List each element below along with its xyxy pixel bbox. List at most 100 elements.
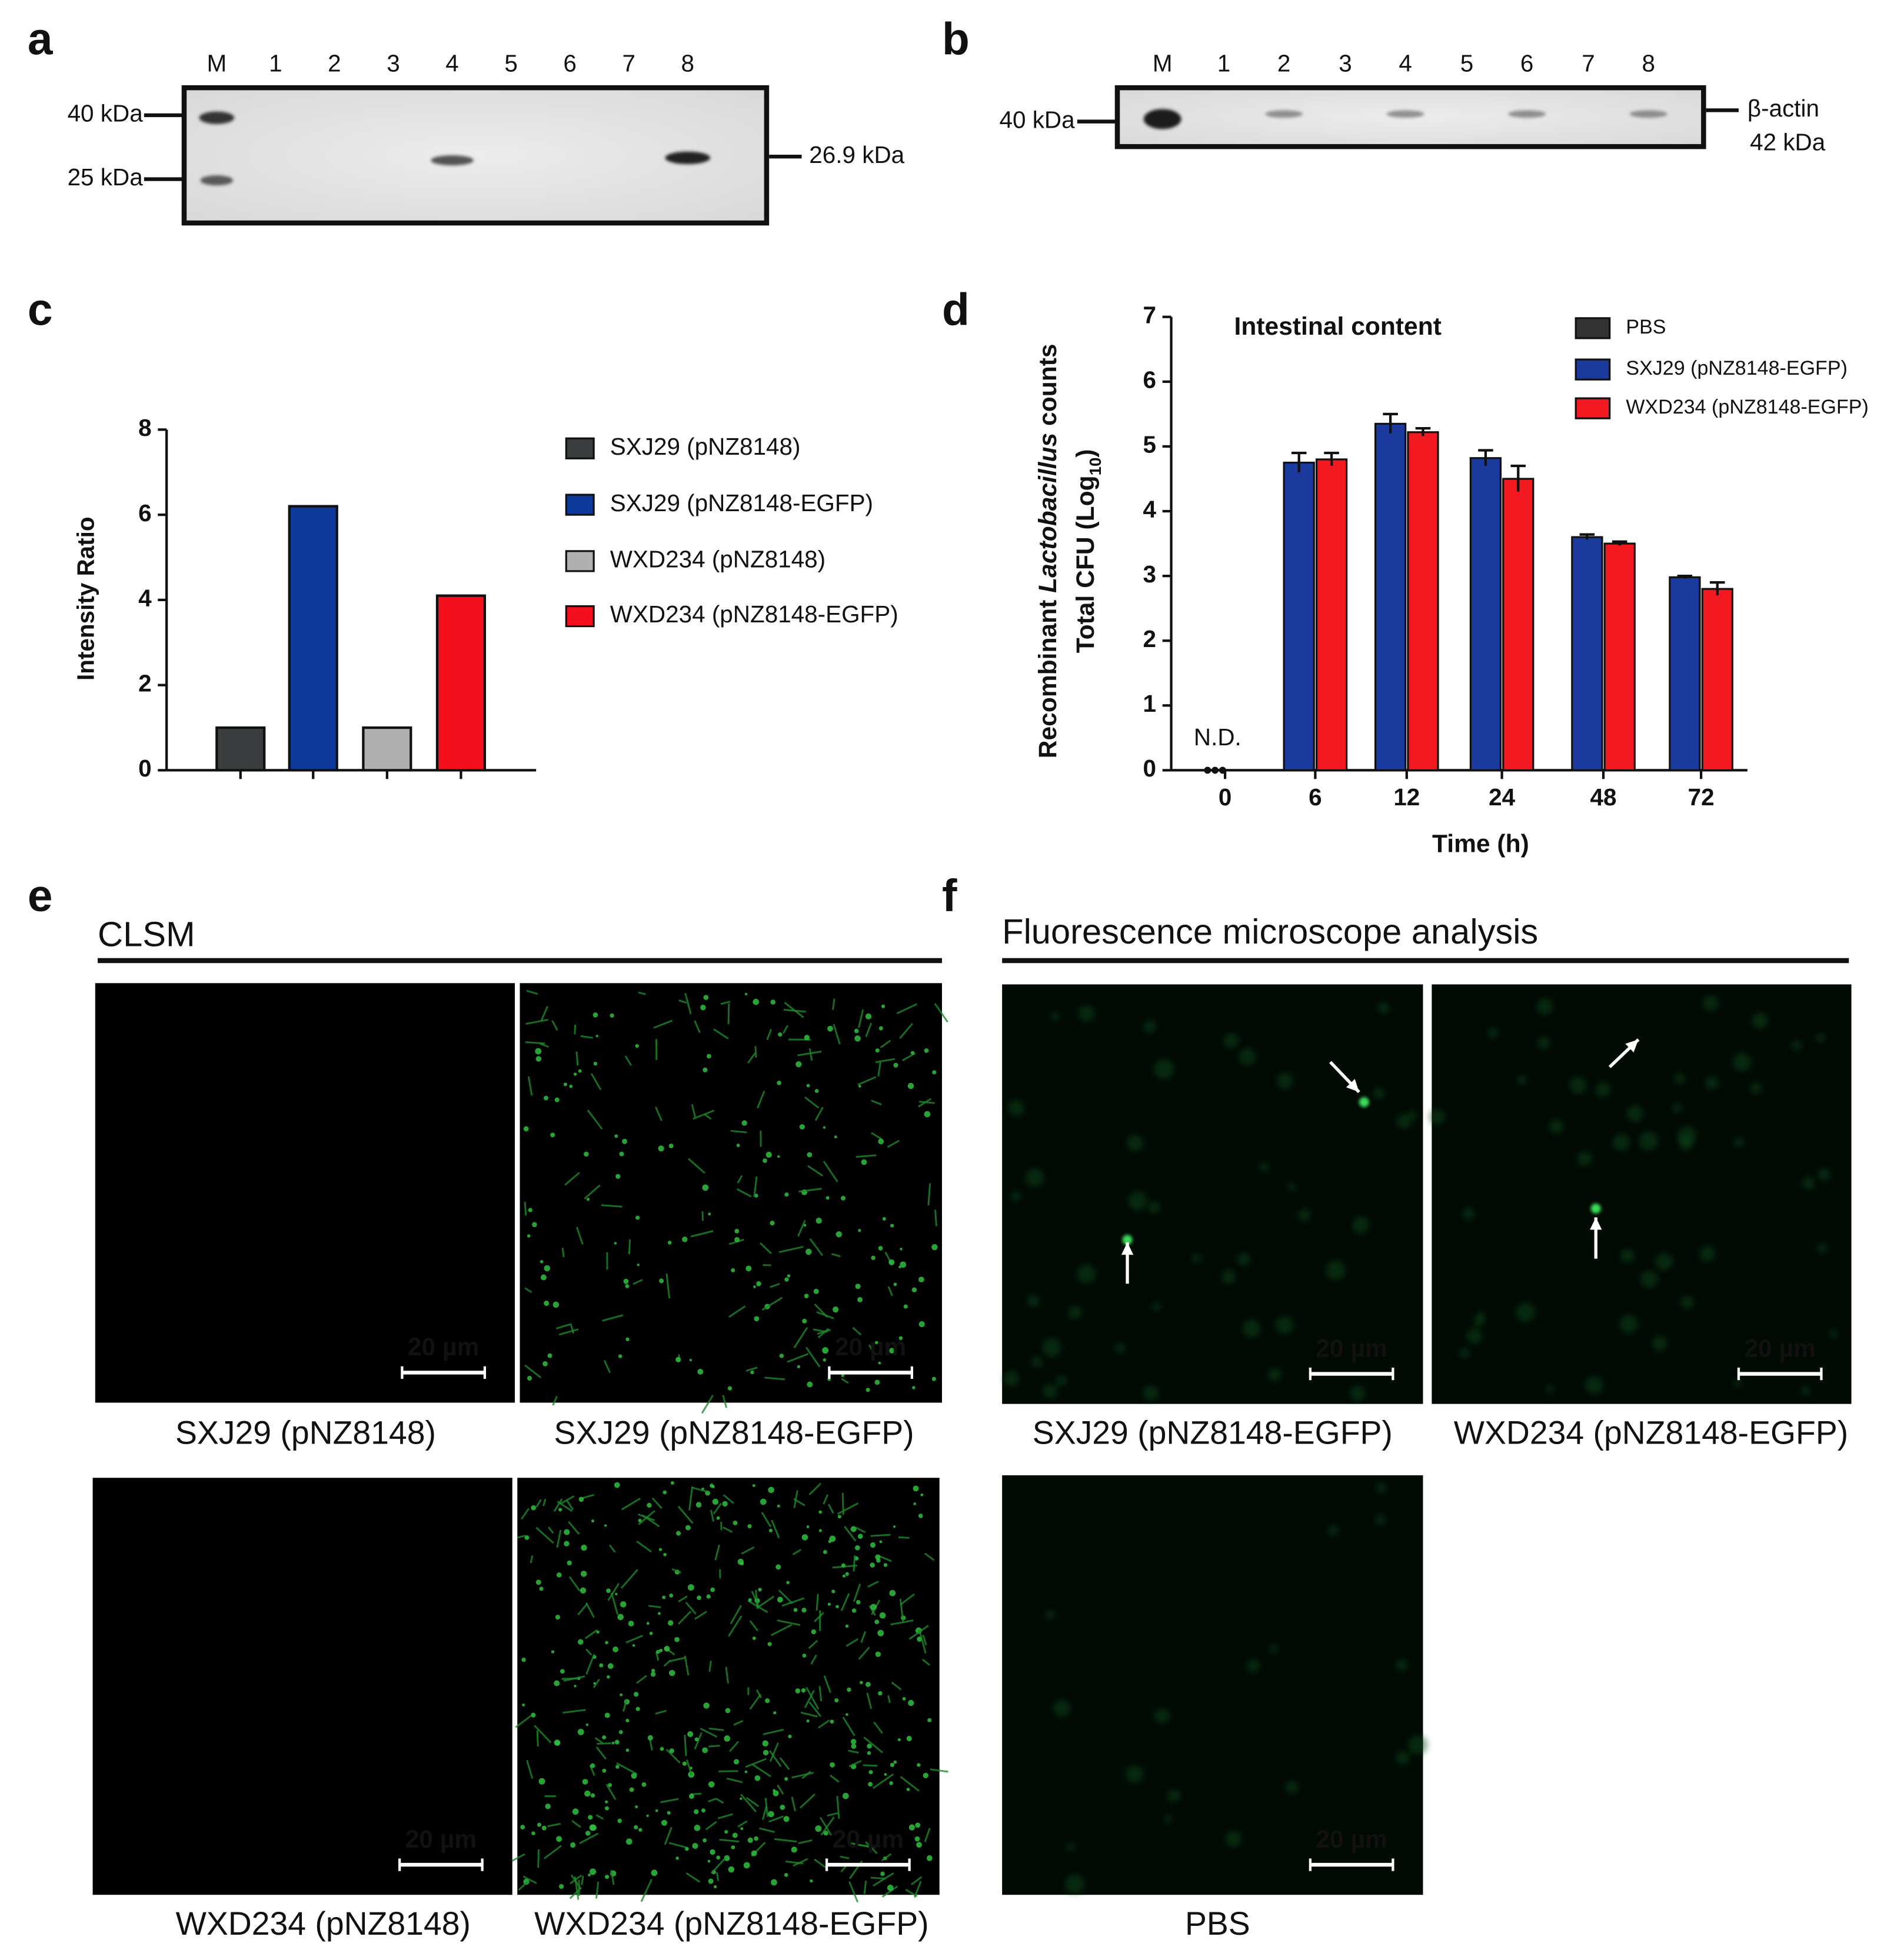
bacterium	[703, 1067, 708, 1072]
legend-label: SXJ29 (pNZ8148-EGFP)	[1626, 357, 1848, 379]
bacterium	[624, 1055, 632, 1066]
bacterium	[820, 1816, 835, 1836]
bacterium	[657, 1612, 661, 1615]
bacterium	[848, 1842, 870, 1848]
bacterium	[687, 1584, 694, 1591]
bacterium	[791, 1846, 797, 1853]
scale-label: 20 µm	[1316, 1334, 1387, 1362]
bacterium	[753, 1176, 758, 1197]
bacterium	[850, 1739, 857, 1745]
bacterium	[896, 1003, 918, 1015]
bacterium	[638, 991, 646, 995]
bacterium	[875, 1048, 880, 1053]
bacterium	[787, 1353, 809, 1363]
bacterium	[578, 1496, 584, 1502]
bacterium	[810, 1654, 817, 1665]
fluorescence-haze	[1350, 1385, 1366, 1401]
bacterium	[754, 1836, 758, 1841]
bacterium	[719, 1838, 740, 1843]
bacterium	[734, 1229, 740, 1234]
bacterium	[635, 1215, 640, 1220]
bacterium	[605, 1800, 608, 1804]
bar	[1315, 458, 1348, 772]
bacterium	[560, 1495, 575, 1505]
bacterium	[539, 1586, 544, 1591]
image-caption: SXJ29 (pNZ8148-EGFP)	[554, 1415, 914, 1451]
bacterium	[524, 1364, 542, 1379]
bacterium	[757, 1595, 775, 1609]
band	[1508, 110, 1546, 118]
bacterium	[910, 1876, 923, 1885]
bacterium	[879, 1540, 883, 1544]
bacterium	[803, 1224, 807, 1227]
bacterium	[910, 1051, 915, 1055]
bacterium	[520, 1508, 530, 1520]
fluorescent-cell	[1590, 1204, 1601, 1214]
lane-label: 5	[1460, 50, 1474, 77]
fluorescence-haze	[1066, 1842, 1076, 1851]
legend-label: WXD234 (pNZ8148-EGFP)	[610, 601, 898, 628]
bar	[1374, 422, 1407, 772]
bacterium	[868, 1782, 873, 1787]
bacterium	[694, 1020, 701, 1034]
bacterium	[658, 1145, 664, 1152]
bacterium	[930, 1768, 948, 1773]
fluorescence-haze	[1259, 1162, 1269, 1172]
error-bar	[1291, 451, 1307, 472]
bacterium	[710, 1856, 727, 1874]
bacterium	[798, 1839, 813, 1845]
bacterium	[874, 1379, 880, 1385]
bacterium	[878, 1138, 884, 1145]
fluorescence-haze	[1569, 1076, 1587, 1094]
bacterium	[844, 1526, 857, 1542]
bacterium	[854, 1545, 860, 1551]
bacterium	[703, 1838, 707, 1842]
bacterium	[759, 1242, 772, 1255]
bacterium	[613, 1646, 618, 1652]
bacterium	[551, 1650, 555, 1654]
bacterium	[753, 1285, 756, 1288]
fluorescence-haze	[1031, 1356, 1043, 1368]
marker-label: 40 kDa	[1000, 106, 1076, 133]
fluorescence-haze	[1046, 1610, 1055, 1619]
bacterium	[535, 1579, 541, 1585]
bacterium	[770, 999, 776, 1005]
bacterium	[708, 1878, 714, 1884]
fluorescence-haze	[1053, 1699, 1070, 1717]
bacterium	[756, 1281, 761, 1286]
bacterium	[741, 1546, 755, 1555]
bacterium	[544, 1265, 551, 1272]
bacterium	[577, 1603, 588, 1616]
bacterium	[918, 1101, 935, 1104]
fluorescence-haze	[1626, 1105, 1643, 1122]
bacterium	[834, 1135, 837, 1139]
bacterium	[747, 1052, 756, 1064]
lane-label: 4	[445, 50, 459, 77]
fluorescence-haze	[1705, 1076, 1719, 1090]
bacterium	[722, 1395, 728, 1408]
fluorescence-haze	[1487, 1027, 1499, 1038]
bacterium	[608, 1544, 616, 1553]
y-axis-label-part: Recombinant	[1034, 593, 1062, 758]
bacterium	[797, 1051, 822, 1056]
fluorescence-haze	[1128, 1191, 1148, 1211]
bacterium	[846, 1713, 848, 1716]
bacterium	[542, 1361, 548, 1366]
bacterium	[580, 1587, 587, 1594]
bacterium	[927, 1183, 931, 1206]
bacterium	[787, 1274, 791, 1278]
fluorescence-haze	[1026, 1168, 1044, 1187]
bacterium	[640, 1878, 653, 1902]
bacterium	[871, 1255, 876, 1261]
marker-label: 25 kDa	[68, 164, 144, 191]
bacterium	[605, 1641, 608, 1645]
bar	[215, 726, 266, 772]
bacterium	[755, 1689, 762, 1699]
bacterium	[912, 1386, 916, 1389]
fluorescence-haze	[1679, 1136, 1693, 1151]
bacterium	[728, 1305, 746, 1318]
bacterium	[567, 1560, 572, 1566]
bacterium	[880, 1871, 885, 1876]
